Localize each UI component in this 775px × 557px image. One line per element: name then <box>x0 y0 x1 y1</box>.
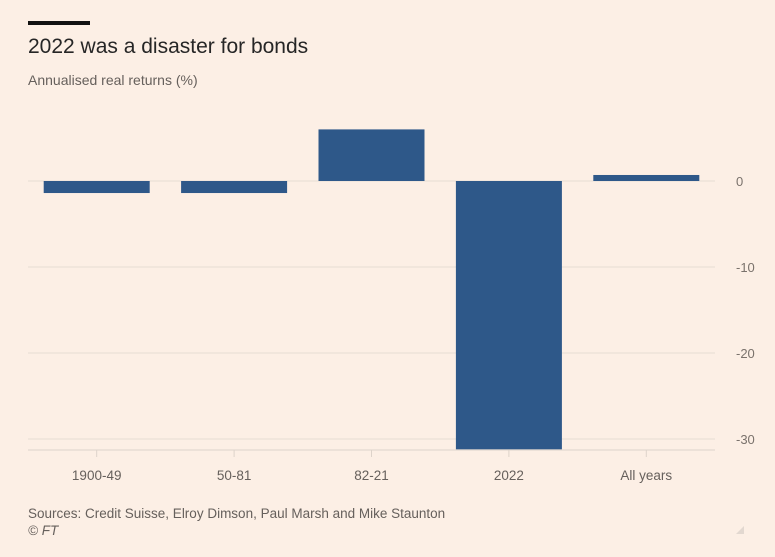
x-tick-label: 82-21 <box>354 468 389 483</box>
bar-all-years <box>593 174 700 181</box>
x-tick-label: All years <box>620 468 672 483</box>
bar-2022 <box>455 181 562 450</box>
bar-82-21 <box>318 129 425 181</box>
bar-50-81 <box>181 181 288 194</box>
y-tick-label: 0 <box>736 174 743 189</box>
chart-title: 2022 was a disaster for bonds <box>28 35 309 58</box>
x-tick-label: 1900-49 <box>72 468 122 483</box>
resize-corner-icon <box>736 526 744 534</box>
y-tick-label: -30 <box>736 432 755 447</box>
title-accent-bar <box>28 21 90 25</box>
bar-1900-49 <box>43 181 150 194</box>
x-tick-label: 2022 <box>494 468 524 483</box>
y-tick-label: -10 <box>736 260 755 275</box>
x-tick-label: 50-81 <box>217 468 252 483</box>
chart-subtitle: Annualised real returns (%) <box>28 72 198 88</box>
source-note: Sources: Credit Suisse, Elroy Dimson, Pa… <box>28 506 446 521</box>
y-tick-label: -20 <box>736 346 755 361</box>
copyright-note: © FT <box>28 523 59 538</box>
